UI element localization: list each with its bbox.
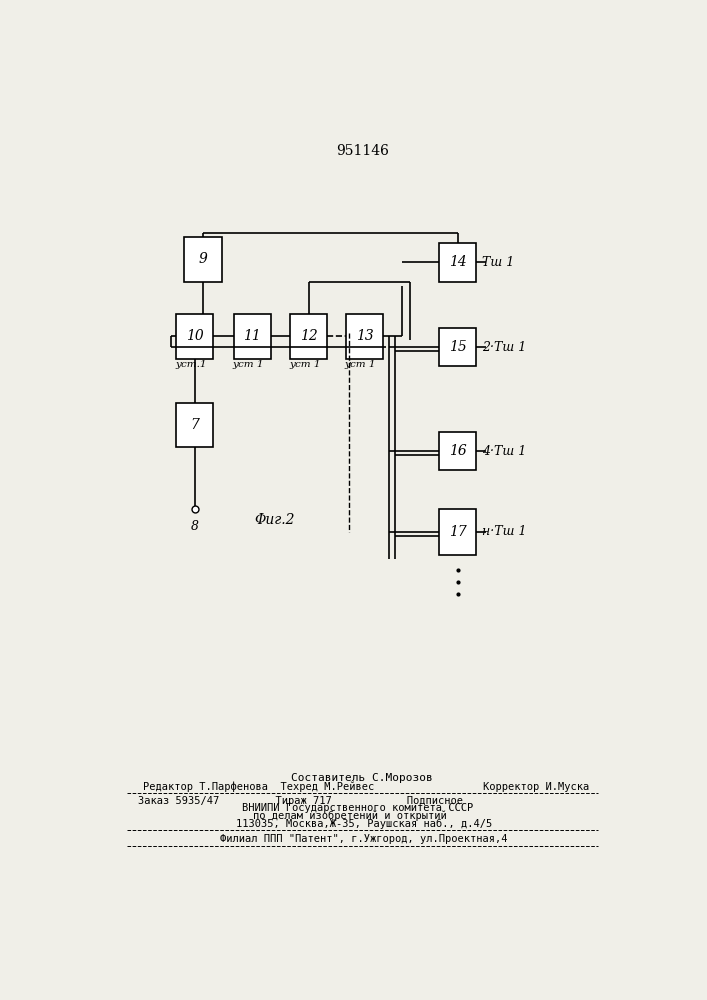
Text: 12: 12: [300, 329, 317, 343]
Text: 113035, Москва,Ж-35, Раушская наб., д.4/5: 113035, Москва,Ж-35, Раушская наб., д.4/…: [236, 819, 493, 829]
Text: 951146: 951146: [336, 144, 389, 158]
Text: 2·Тш 1: 2·Тш 1: [481, 341, 526, 354]
Bar: [439, 432, 477, 470]
Text: Филиал ППП "Патент", г.Ужгород, ул.Проектная,4: Филиал ППП "Патент", г.Ужгород, ул.Проек…: [220, 834, 508, 844]
Text: 10: 10: [186, 329, 204, 343]
Text: уст.1: уст.1: [175, 360, 206, 369]
Text: 15: 15: [449, 340, 467, 354]
Text: Корректор И.Муска: Корректор И.Муска: [483, 782, 589, 792]
Bar: [439, 328, 477, 366]
Bar: [439, 509, 477, 555]
Bar: [233, 314, 271, 359]
Text: Φиг.2: Φиг.2: [255, 513, 295, 527]
Text: 9: 9: [199, 252, 207, 266]
Text: 7: 7: [190, 418, 199, 432]
Text: 16: 16: [449, 444, 467, 458]
Bar: [346, 314, 383, 359]
Text: Тш 1: Тш 1: [481, 256, 514, 269]
Bar: [290, 314, 327, 359]
Text: по делам изобретений и открытий: по делам изобретений и открытий: [253, 811, 447, 821]
Text: 11: 11: [243, 329, 261, 343]
Text: уст 1: уст 1: [233, 360, 264, 369]
Text: 13: 13: [356, 329, 373, 343]
Text: Составитель С.Морозов: Составитель С.Морозов: [291, 773, 433, 783]
Text: 17: 17: [449, 525, 467, 539]
Text: 14: 14: [449, 255, 467, 269]
Text: Заказ 5935/47         Тираж 717            Подписное: Заказ 5935/47 Тираж 717 Подписное: [138, 796, 462, 806]
Bar: [176, 314, 214, 359]
Bar: [185, 237, 221, 282]
Text: 8: 8: [191, 520, 199, 533]
Text: Редактор Т.Парфенова  Техред М.Рейвес: Редактор Т.Парфенова Техред М.Рейвес: [144, 782, 375, 792]
Bar: [439, 243, 477, 282]
Bar: [176, 403, 214, 447]
Text: ВНИИПИ Государственного комитета СССР: ВНИИПИ Государственного комитета СССР: [242, 803, 473, 813]
Text: н·Тш 1: н·Тш 1: [481, 525, 526, 538]
Text: 4·Тш 1: 4·Тш 1: [481, 445, 526, 458]
Text: уст 1: уст 1: [289, 360, 320, 369]
Text: уст 1: уст 1: [345, 360, 376, 369]
